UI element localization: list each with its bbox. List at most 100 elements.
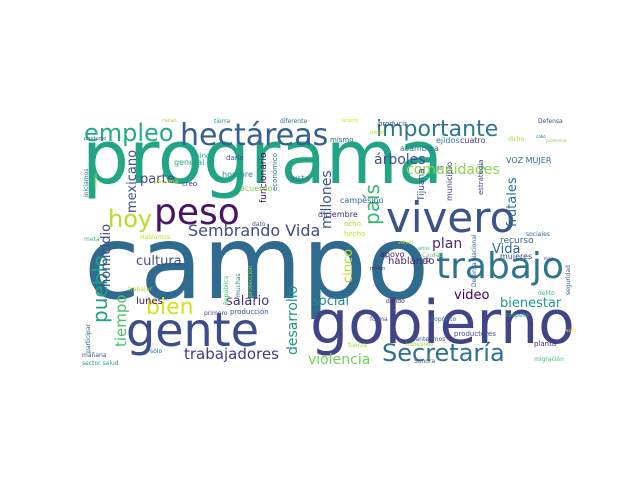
word: producción: [230, 308, 269, 316]
word: cuatro: [460, 136, 486, 145]
word: migración: [534, 356, 564, 363]
word: planta: [534, 340, 557, 348]
word: meta: [84, 236, 100, 243]
word: Ciudad: [422, 252, 443, 259]
word: forma: [370, 316, 388, 323]
word: millones: [319, 170, 335, 229]
word: cuento: [93, 173, 98, 187]
word: estrategia: [477, 159, 485, 195]
word: Defensa Nacional: [471, 234, 478, 287]
word: participar: [85, 324, 92, 353]
word: tiempo: [112, 294, 130, 347]
word: ejidos: [436, 136, 460, 145]
word: hectáreas: [180, 118, 329, 153]
word: delito: [538, 290, 555, 297]
word: dato: [252, 221, 266, 228]
word: protección: [247, 265, 254, 297]
word: Tijuana: [417, 168, 427, 201]
word: parte: [140, 172, 175, 187]
word: mejor: [370, 130, 385, 136]
word: sólo: [150, 348, 163, 355]
word: planteamos: [410, 336, 446, 343]
word: campesino: [340, 196, 384, 205]
word: dicho: [508, 136, 525, 143]
word: gente: [126, 303, 259, 357]
word: trabajadores: [184, 345, 279, 363]
word: vivero: [386, 193, 516, 242]
word: suelo: [566, 328, 576, 334]
word: millón: [370, 266, 386, 272]
word: hablando: [388, 256, 435, 267]
word: campo: [84, 204, 430, 323]
word: social: [312, 294, 350, 309]
word: plan: [432, 236, 463, 252]
word: mujeres: [500, 252, 533, 261]
word: Hablamos: [140, 234, 170, 241]
word: darle: [226, 154, 244, 162]
word: hombre: [222, 170, 253, 179]
word: Sembrando Vida: [188, 221, 321, 240]
word: gobierno: [310, 288, 575, 358]
word: apoyo: [380, 250, 405, 259]
word: iniciamos: [83, 168, 90, 197]
word: empleo: [84, 119, 174, 147]
word: homicidio: [99, 223, 114, 287]
word: cabo: [536, 134, 546, 139]
word: mexicano: [125, 149, 140, 213]
word: técnicos: [117, 152, 124, 177]
word: comunidades: [406, 162, 500, 178]
word: económico: [271, 152, 279, 191]
word: maíz: [544, 256, 554, 261]
word: años: [418, 246, 430, 252]
word: República: [223, 275, 230, 305]
word: sector salud: [82, 360, 119, 367]
word: trabajar: [128, 286, 152, 293]
word: Secretaría: [382, 339, 505, 367]
word: asamblea: [400, 144, 439, 153]
word: tierra: [214, 118, 231, 125]
word: ir: [438, 164, 443, 172]
word: ahorro: [342, 118, 359, 124]
word: sociales: [526, 231, 550, 238]
word: ocho: [344, 220, 361, 228]
word: volver: [398, 240, 414, 246]
word: mañana: [82, 352, 107, 359]
word: salario: [226, 294, 270, 309]
word: bienestar: [500, 296, 562, 311]
word: funcionario: [259, 152, 269, 203]
word: diferente: [280, 118, 308, 125]
word: lunes: [136, 296, 163, 307]
word: problemas: [546, 138, 568, 143]
word: recurso: [500, 236, 534, 246]
word: producto: [84, 136, 107, 142]
word: seguridad: [565, 265, 572, 295]
word: trabajo: [436, 246, 564, 287]
word: Vida: [492, 242, 521, 257]
word: cinco: [341, 248, 356, 283]
word: propósito: [428, 316, 457, 323]
word: municipio: [445, 162, 454, 201]
word: árboles: [374, 152, 426, 168]
word-cloud: programa campo gobierno gente vivero tra…: [80, 117, 576, 369]
word: peso: [154, 192, 240, 233]
word: productores: [454, 330, 496, 338]
word: Sonora: [414, 358, 436, 365]
word: importante: [376, 117, 499, 142]
word: creo: [182, 180, 198, 188]
word: trabajando: [406, 342, 434, 348]
word: VOZ: [420, 258, 431, 264]
word: dando: [386, 298, 405, 305]
word: frutales: [505, 177, 520, 227]
word: hecho: [344, 230, 366, 238]
word: cultura: [136, 254, 182, 269]
word: cacao: [162, 118, 177, 124]
word: violencia: [308, 352, 371, 368]
word: Defensa: [538, 118, 563, 125]
word: programa: [82, 117, 444, 201]
word: general: [174, 158, 205, 167]
word: VOZ MUJER: [506, 156, 552, 165]
word: justo: [290, 174, 310, 183]
word: muchas: [235, 273, 242, 297]
word: bien: [146, 295, 194, 320]
word: fuerza: [348, 342, 367, 349]
